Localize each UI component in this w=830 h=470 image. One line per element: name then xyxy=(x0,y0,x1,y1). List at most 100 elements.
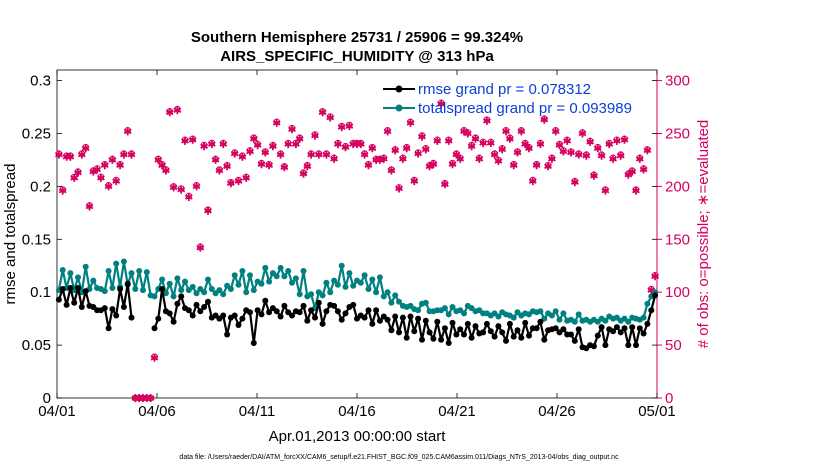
obs-possible-point xyxy=(391,146,399,153)
obs-possible-point xyxy=(326,113,334,120)
rmse-point xyxy=(430,335,437,342)
obs-possible-point xyxy=(346,121,353,129)
rmse-point xyxy=(506,320,513,327)
totalspread-point xyxy=(159,276,166,283)
obs-possible-point xyxy=(300,169,307,176)
obs-possible-point xyxy=(204,206,212,213)
rmse-point xyxy=(499,329,506,336)
obs-possible-point xyxy=(200,141,208,149)
x-axis: 04/01 04/06 04/11 04/16 04/21 04/26 05/01 xyxy=(38,70,676,420)
x-axis-label: Apr.01,2013 00:00:00 start xyxy=(269,428,447,445)
obs-possible-point xyxy=(426,161,433,169)
obs-possible-point xyxy=(208,139,216,147)
rmse-point xyxy=(101,305,108,312)
rmse-point xyxy=(457,326,464,333)
totalspread-point xyxy=(292,275,299,282)
x-tick-label: 04/11 xyxy=(239,403,275,420)
obs-possible-point xyxy=(586,137,594,145)
obs-possible-point xyxy=(296,134,304,141)
totalspread-point xyxy=(323,279,330,286)
legend-rmse-label: rmse grand pr = 0.078312 xyxy=(418,81,591,98)
rmse-point xyxy=(422,317,429,324)
obs-possible-point xyxy=(323,150,330,157)
rmse-point xyxy=(434,318,441,325)
rmse-point xyxy=(185,307,192,314)
obs-possible-point xyxy=(212,155,219,163)
totalspread-point xyxy=(338,262,345,269)
obs-possible-point xyxy=(246,147,254,154)
totalspread-point xyxy=(216,287,223,294)
rmse-point xyxy=(633,342,639,349)
totalspread-point xyxy=(602,317,609,324)
obs-possible-point xyxy=(445,136,453,144)
obs-possible-point xyxy=(219,139,227,147)
obs-possible-point xyxy=(388,166,395,173)
totalspread-point xyxy=(380,293,387,300)
totalspread-point xyxy=(67,270,74,277)
obs-possible-point xyxy=(135,394,143,402)
obs-possible-point xyxy=(411,176,418,184)
obs-possible-point xyxy=(621,135,628,143)
rmse-point xyxy=(250,340,257,346)
obs-possible-point xyxy=(304,161,311,169)
rmse-point xyxy=(629,324,636,331)
totalspread-point xyxy=(552,308,559,315)
rmse-point xyxy=(575,326,582,333)
obs-possible-point xyxy=(105,182,112,189)
rmse-point xyxy=(323,308,330,315)
rmse-point xyxy=(483,320,490,327)
rmse-point xyxy=(590,343,597,350)
obs-possible-point xyxy=(472,134,479,141)
obs-possible-point xyxy=(281,163,288,170)
rmse-point xyxy=(594,332,601,339)
obs-possible-point xyxy=(384,127,391,134)
rmse-point xyxy=(602,342,609,349)
totalspread-point xyxy=(231,272,238,279)
totalspread-point xyxy=(350,282,357,289)
rmse-point xyxy=(571,337,578,344)
rmse-point xyxy=(266,309,273,316)
totalspread-point xyxy=(90,277,97,284)
obs-possible-point xyxy=(319,108,326,115)
totalspread-point xyxy=(273,273,280,280)
obs-possible-point xyxy=(258,159,265,167)
totalspread-point xyxy=(250,287,257,294)
rmse-point xyxy=(461,331,467,338)
rmse-point xyxy=(281,302,288,309)
y-left-tick-label: 0.15 xyxy=(22,231,51,248)
obs-possible-point xyxy=(86,202,93,209)
y-right-tick-label: 200 xyxy=(665,178,690,195)
rmse-point xyxy=(178,293,185,300)
y-axis-right-label: # of obs: o=possible; ∗=evaluated xyxy=(695,120,712,349)
totalspread-point xyxy=(182,278,188,285)
obs-possible-point xyxy=(311,131,319,138)
rmse-point xyxy=(369,320,376,327)
rmse-point xyxy=(522,319,529,326)
obs-possible-point xyxy=(483,116,491,123)
obs-possible-point xyxy=(514,148,521,155)
totalspread-point xyxy=(266,278,273,285)
obs-possible-point xyxy=(59,186,67,193)
rmse-point xyxy=(365,307,372,314)
obs-possible-point xyxy=(441,179,449,187)
rmse-point xyxy=(220,312,227,319)
obs-possible-point xyxy=(605,139,613,147)
rmse-point xyxy=(319,320,326,327)
rmse-point xyxy=(644,320,651,327)
obs-possible-point xyxy=(101,160,109,168)
totalspread-point xyxy=(277,264,284,271)
obs-possible-point xyxy=(403,143,411,151)
series-obs-possible xyxy=(55,99,659,402)
chart-title: Southern Hemisphere 25731 / 25906 = 99.3… xyxy=(191,29,523,46)
obs-possible-point xyxy=(632,186,640,193)
obs-possible-point xyxy=(269,141,277,149)
rmse-point xyxy=(201,304,208,310)
obs-possible-point xyxy=(97,173,105,181)
obs-possible-point xyxy=(120,150,128,157)
obs-possible-point xyxy=(510,160,518,168)
totalspread-point xyxy=(101,288,108,295)
rmse-point xyxy=(625,342,632,349)
totalspread-point xyxy=(575,311,582,318)
rmse-point xyxy=(598,324,605,331)
obs-possible-point xyxy=(158,160,166,168)
